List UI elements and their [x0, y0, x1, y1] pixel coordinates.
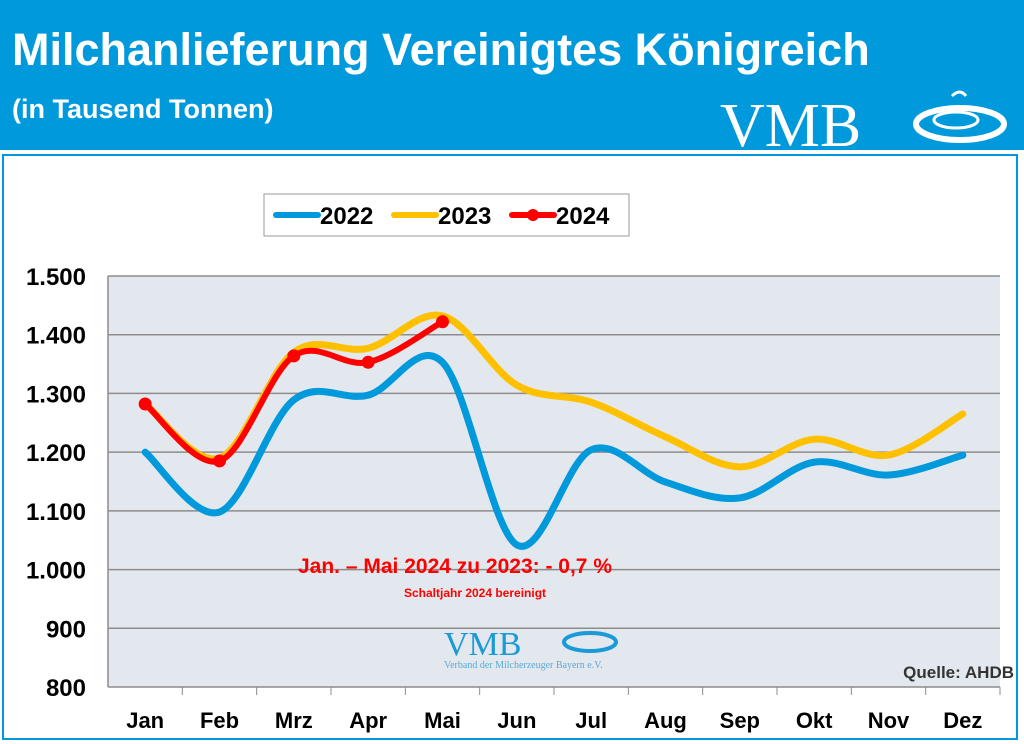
y-tick-label: 1.000: [26, 558, 86, 585]
y-tick-label: 1.400: [26, 323, 86, 350]
y-tick-label: 1.500: [26, 264, 86, 291]
source-label: Quelle: AHDB: [903, 663, 1014, 682]
x-tick-label: Sep: [720, 708, 760, 733]
watermark-caption: Verband der Milcherzeuger Bayern e.V.: [444, 660, 603, 671]
legend-label-2024: 2024: [556, 203, 610, 230]
x-tick-label: Mrz: [275, 708, 313, 733]
data-point-2024: [213, 454, 226, 468]
page-title: Milchanlieferung Vereinigtes Königreich: [12, 24, 870, 75]
y-tick-label: 1.300: [26, 381, 86, 408]
page-subtitle: (in Tausend Tonnen): [12, 94, 274, 124]
header-banner: Milchanlieferung Vereinigtes Königreich …: [0, 0, 1024, 150]
x-tick-label: Jan: [126, 708, 164, 733]
x-tick-label: Jun: [497, 708, 536, 733]
x-tick-label: Okt: [796, 708, 833, 733]
x-tick-label: Dez: [943, 708, 982, 733]
x-tick-label: Nov: [868, 708, 910, 733]
chart-frame: [2, 154, 1018, 740]
x-tick-label: Aug: [644, 708, 687, 733]
y-tick-label: 1.200: [26, 440, 86, 467]
data-point-2024: [436, 315, 449, 329]
plot-area: [108, 276, 1000, 687]
vmb-logo: VMB: [720, 90, 1007, 150]
data-point-2024: [361, 355, 375, 369]
x-tick-label: Mai: [424, 708, 461, 733]
watermark-logo-swirl-icon: [562, 631, 618, 653]
annotation-text: Jan. – Mai 2024 zu 2023: - 0,7 %: [298, 555, 612, 578]
legend-label-2023: 2023: [438, 203, 491, 230]
legend-label-2022: 2022: [320, 203, 373, 230]
data-point-2024: [138, 397, 152, 411]
series-line-2022: [141, 352, 967, 550]
legend: [263, 193, 630, 237]
data-point-2024: [287, 349, 301, 363]
x-tick-label: Feb: [200, 708, 239, 733]
y-tick-label: 900: [46, 616, 86, 643]
x-tick-label: Jul: [575, 708, 607, 733]
y-tick-label: 1.100: [26, 499, 86, 526]
x-tick-label: Apr: [349, 708, 387, 733]
annotation-note: Schaltjahr 2024 bereinigt: [404, 586, 546, 600]
legend-marker-2024: [527, 209, 539, 221]
watermark-logo: VMB: [444, 626, 521, 663]
vmb-logo-text: VMB: [720, 92, 861, 150]
y-tick-label: 800: [46, 675, 86, 702]
